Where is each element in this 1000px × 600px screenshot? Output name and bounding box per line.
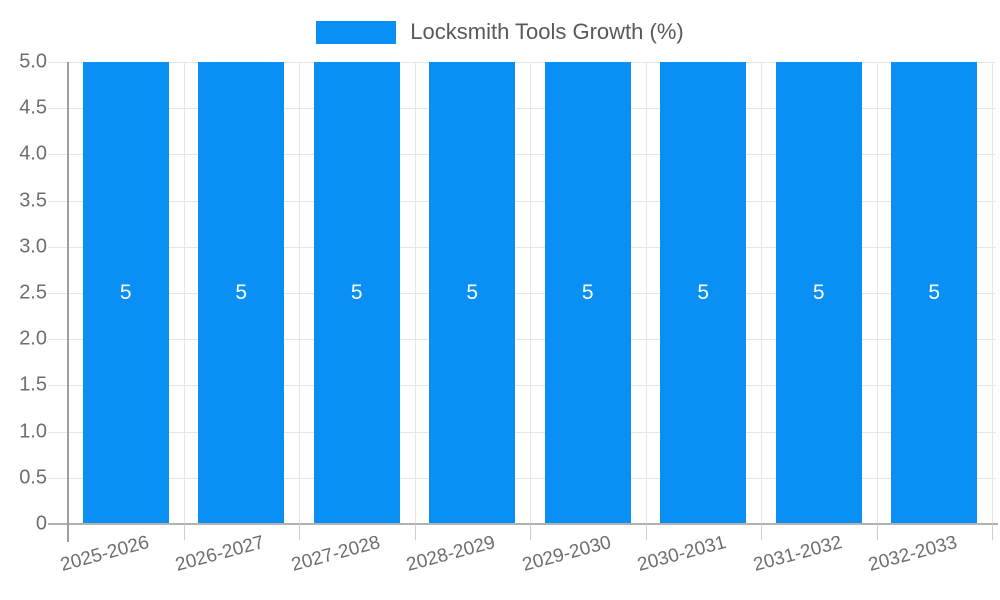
v-gridline bbox=[645, 62, 647, 524]
y-tick-label: 1.0 bbox=[19, 420, 47, 443]
y-tick-label: 0 bbox=[35, 512, 47, 535]
h-gridline bbox=[48, 246, 996, 248]
bar-value-label: 5 bbox=[119, 281, 132, 304]
bar-value-label: 5 bbox=[581, 281, 594, 304]
v-gridline bbox=[299, 62, 300, 524]
x-tick-mark bbox=[876, 524, 878, 540]
y-tick-label: 1.5 bbox=[19, 373, 47, 396]
y-tick-label: 4.0 bbox=[19, 142, 47, 165]
bar: 5 bbox=[313, 62, 400, 524]
h-gridline bbox=[48, 154, 996, 156]
y-tick-label: 3.0 bbox=[19, 235, 47, 258]
v-gridline bbox=[876, 62, 878, 524]
bar-value-label: 5 bbox=[350, 281, 363, 304]
y-tick-label: 0.5 bbox=[19, 466, 47, 489]
y-axis-labels: 0 0.5 1.0 1.5 2.0 2.5 3.0 3.5 4.0 4.5 5.0 bbox=[0, 51, 47, 535]
x-tick-mark bbox=[761, 524, 762, 540]
v-gridline bbox=[183, 62, 185, 524]
y-tick-label: 5.0 bbox=[19, 50, 47, 73]
x-tick-mark bbox=[299, 524, 300, 540]
h-gridline bbox=[48, 108, 996, 110]
bar: 5 bbox=[429, 62, 516, 524]
bar: 5 bbox=[198, 62, 285, 524]
x-tick-marks bbox=[68, 524, 993, 542]
x-tick-label: 2025-2026 bbox=[57, 532, 152, 576]
bar-value-label: 5 bbox=[812, 281, 825, 304]
bar: 5 bbox=[544, 62, 631, 524]
h-gridline bbox=[48, 339, 996, 341]
x-axis-labels: 2025-2026 2026-2027 2027-2028 2028-2029 2029… bbox=[58, 532, 992, 592]
legend: Locksmith Tools Growth (%) bbox=[0, 19, 1000, 45]
y-tick-label: 4.5 bbox=[19, 96, 47, 119]
bar-value-label: 5 bbox=[466, 281, 479, 304]
y-tick-label: 3.5 bbox=[19, 189, 47, 212]
x-tick-mark bbox=[183, 524, 185, 540]
x-tick-label: 2027-2028 bbox=[288, 532, 383, 576]
y-tick-label: 2.0 bbox=[19, 327, 47, 350]
y-axis-line bbox=[67, 62, 69, 542]
x-tick-label: 2026-2027 bbox=[173, 532, 267, 576]
h-gridline bbox=[48, 385, 996, 387]
y-tick-label: 2.5 bbox=[19, 281, 47, 304]
v-gridline bbox=[530, 62, 531, 524]
h-gridline bbox=[48, 200, 996, 202]
x-tick-label: 2031-2032 bbox=[750, 532, 845, 576]
x-tick-label: 2032-2033 bbox=[866, 532, 960, 576]
v-gridline bbox=[992, 62, 993, 524]
h-gridline bbox=[48, 431, 996, 433]
bar-value-label: 5 bbox=[235, 281, 248, 304]
h-gridline bbox=[48, 62, 996, 63]
h-gridline bbox=[48, 293, 996, 294]
bar: 5 bbox=[775, 62, 862, 524]
bar: 5 bbox=[82, 62, 169, 524]
legend-label: Locksmith Tools Growth (%) bbox=[410, 19, 684, 44]
x-tick-label: 2029-2030 bbox=[519, 532, 614, 576]
x-tick-mark bbox=[992, 524, 993, 540]
v-gridline bbox=[761, 62, 762, 524]
bar: 5 bbox=[660, 62, 747, 524]
x-tick-mark bbox=[645, 524, 647, 540]
h-gridline bbox=[48, 477, 996, 479]
plot-area: 5 5 5 5 5 5 5 5 bbox=[68, 62, 993, 524]
x-tick-label: 2028-2029 bbox=[404, 532, 498, 576]
bar: 5 bbox=[891, 62, 978, 524]
x-axis-line bbox=[48, 523, 998, 525]
bar-value-label: 5 bbox=[697, 281, 710, 304]
legend-swatch bbox=[316, 20, 397, 44]
x-tick-label: 2030-2031 bbox=[635, 532, 729, 576]
x-tick-mark bbox=[530, 524, 531, 540]
bar-value-label: 5 bbox=[928, 281, 941, 304]
v-gridline bbox=[414, 62, 416, 524]
x-tick-mark bbox=[414, 524, 416, 540]
